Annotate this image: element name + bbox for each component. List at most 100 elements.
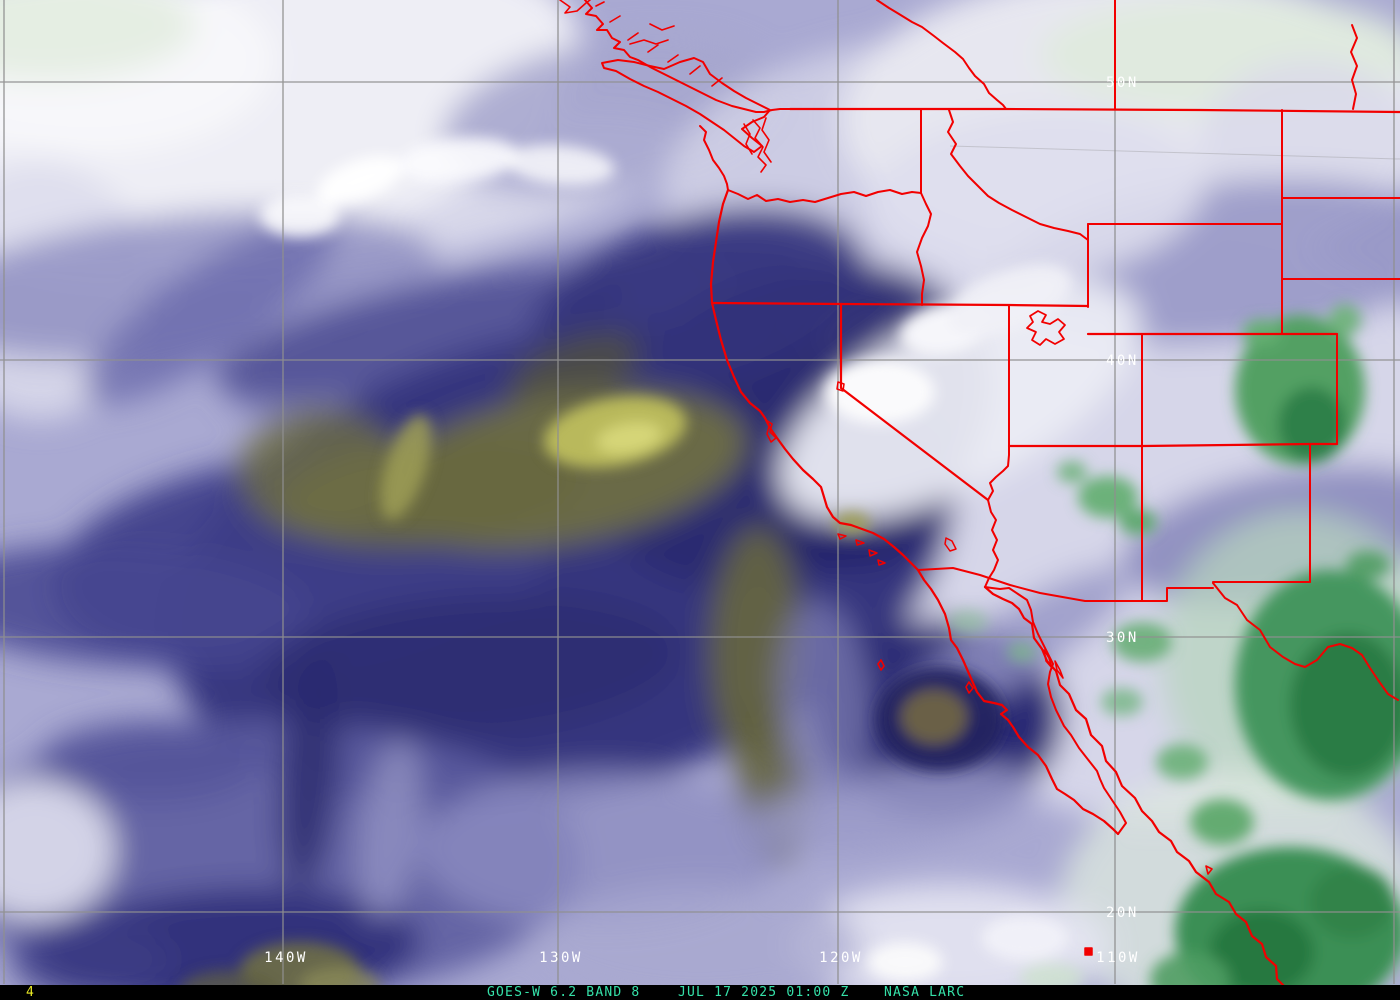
coast-bc-inlet-spur — [629, 23, 675, 45]
wv-blob — [1278, 387, 1346, 463]
coast-bc-fjords — [584, 0, 791, 113]
rio-grande-us-mexico — [1212, 582, 1399, 701]
wv-blob — [380, 414, 432, 520]
border-or-id — [916, 192, 932, 306]
wv-blob — [981, 915, 1069, 961]
product-label: GOES-W 6.2 BAND 8 — [487, 985, 641, 1000]
border-az-ca-mexico — [917, 567, 1143, 602]
vancouver-island — [601, 57, 771, 153]
wv-blob — [0, 544, 310, 666]
border-bc-ab — [876, 0, 1007, 110]
border-ca-nv — [839, 302, 990, 502]
border-ca-az-colorado-river — [984, 499, 999, 588]
wv-blob — [596, 422, 662, 454]
wv-blob — [948, 264, 1072, 336]
wv-blob — [777, 600, 871, 800]
socorro-island — [1084, 947, 1093, 956]
channel-island — [877, 559, 886, 566]
wv-blob — [540, 885, 860, 1000]
border-sk-mb — [1350, 24, 1358, 110]
wv-blob — [1156, 744, 1208, 780]
wv-blob — [1119, 509, 1157, 535]
wv-blob — [1057, 461, 1087, 483]
lon-label-140W: 140W — [264, 950, 308, 966]
gulf-island — [1043, 649, 1053, 669]
border-layer — [559, 0, 1400, 1000]
wv-blob — [508, 331, 642, 409]
wv-blob — [40, 720, 260, 800]
border-wa-or-columbia-river — [727, 189, 922, 203]
coast-sonora-sinaloa — [983, 585, 1293, 1000]
coast-baja-east — [984, 586, 1127, 835]
wv-blob — [901, 690, 967, 744]
wv-blob — [214, 270, 626, 400]
wv-blob — [1329, 304, 1361, 336]
border-nm-mexico — [1141, 587, 1214, 602]
coast-bc-inlet-spur — [595, 1, 723, 87]
islas-marias — [1205, 865, 1213, 875]
wv-blob — [1101, 688, 1143, 716]
wv-blob — [260, 593, 680, 737]
wv-blob — [1007, 642, 1037, 662]
wv-blob — [1078, 476, 1138, 518]
us-canada-border-49n — [788, 107, 1400, 114]
timestamp-label: JUL 17 2025 01:00 Z — [678, 985, 850, 1000]
lon-label-120W: 120W — [819, 950, 863, 966]
wv-blob — [865, 109, 1205, 281]
source-label: NASA LARC — [884, 985, 966, 1000]
coast-oregon — [709, 188, 730, 305]
lon-label-130W: 130W — [539, 950, 583, 966]
wv-blob — [400, 137, 520, 183]
wv-blob — [1210, 910, 1314, 994]
wv-blob — [1112, 622, 1172, 662]
lon-label-110W: 110W — [1096, 950, 1140, 966]
san-francisco-bay — [765, 419, 777, 443]
frame-number: 4 — [26, 985, 36, 1000]
wv-blob — [1310, 866, 1394, 938]
wv-blob — [1190, 799, 1254, 845]
status-bar: 4 GOES-W 6.2 BAND 8 JUL 17 2025 01:00 Z … — [0, 985, 1400, 1000]
wv-blob — [1346, 551, 1390, 579]
wv-blob — [280, 650, 340, 890]
grid-labels: 140W 130W 120W 110W 50N 40N 30N 20N — [264, 75, 1140, 966]
coast-baja-west — [916, 568, 1120, 836]
guadalupe-island — [877, 659, 885, 671]
lat-label-40N: 40N — [1106, 353, 1139, 369]
wv-blob — [84, 216, 336, 404]
coast-washington — [699, 125, 729, 191]
wv-blob — [260, 193, 340, 237]
wv-blob — [317, 155, 403, 205]
cedros-island — [965, 681, 974, 694]
wv-blob — [238, 407, 402, 537]
channel-island — [837, 533, 847, 540]
wv-blob — [1290, 633, 1400, 777]
lat-label-30N: 30N — [1106, 630, 1139, 646]
border-42n-or-ca-nv-ut — [710, 301, 1090, 308]
wv-blob — [0, 780, 115, 920]
projection-seam-line — [949, 145, 1400, 160]
puget-sound — [743, 117, 772, 173]
wv-blob — [357, 740, 423, 920]
coast-california — [710, 301, 920, 572]
salton-sea — [944, 537, 957, 552]
border-37n-ut-az-co-nm — [1007, 442, 1339, 448]
wv-blob — [948, 610, 988, 634]
border-nv-az-colorado-river — [987, 445, 1010, 501]
channel-island — [855, 539, 865, 546]
wv-crisp-layer — [180, 137, 1400, 1000]
wv-blob — [505, 144, 615, 186]
wv-blob — [778, 279, 1142, 521]
border-id-mt — [947, 109, 1089, 241]
wv-blob — [867, 942, 943, 982]
wv-blob — [0, 0, 195, 80]
coast-bc-inlet-spur — [559, 0, 591, 14]
wv-blob — [825, 360, 935, 424]
gulf-island — [1054, 660, 1064, 679]
wv-blob — [10, 920, 170, 1000]
lat-label-20N: 20N — [1106, 905, 1139, 921]
channel-island — [868, 549, 878, 557]
